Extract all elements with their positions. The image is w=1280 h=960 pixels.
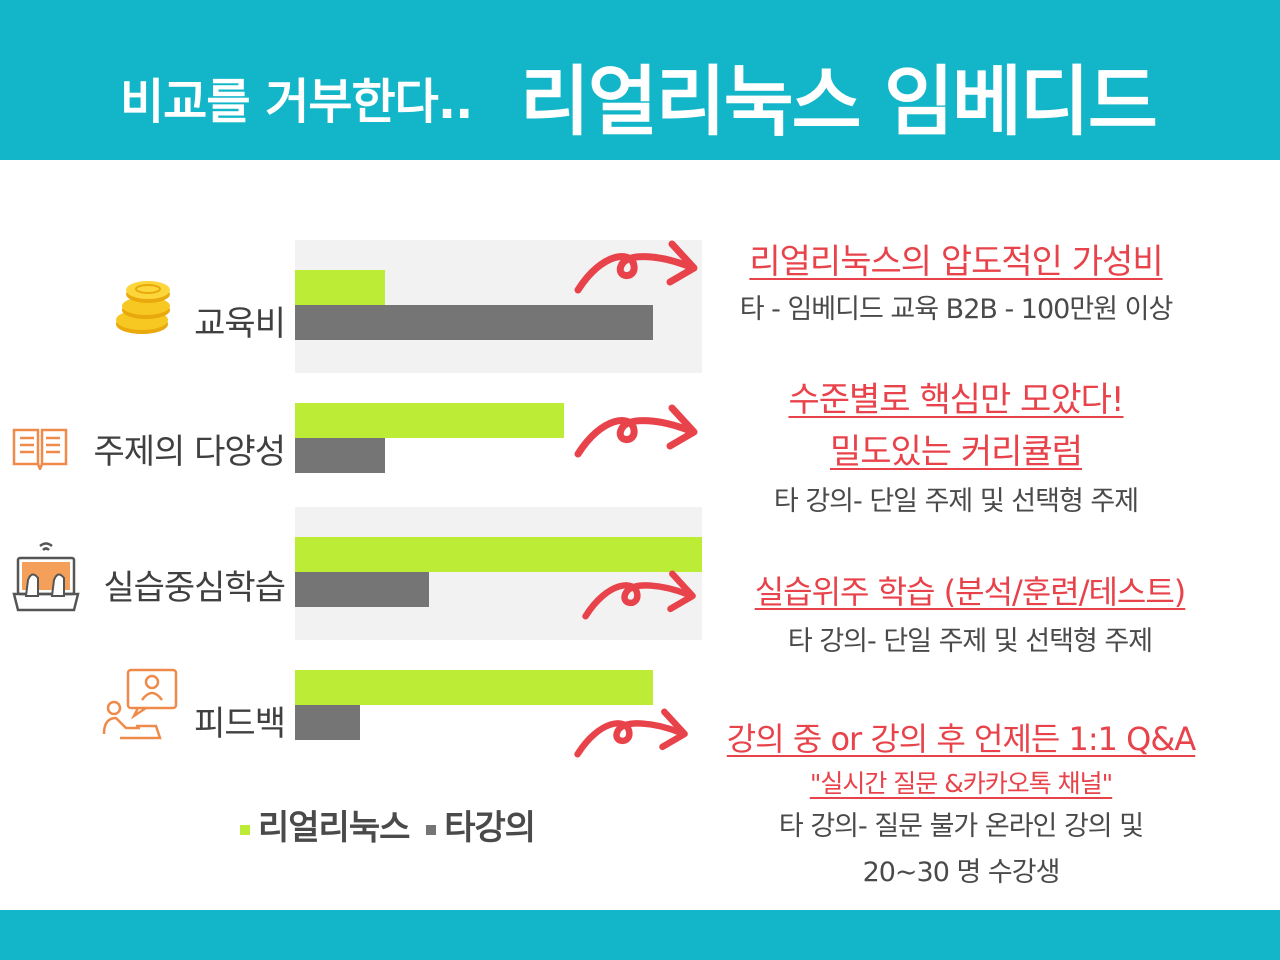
open-book-icon bbox=[12, 428, 68, 470]
callout-cost: 리얼리눅스의 압도적인 가성비 타 - 임베디드 교육 B2B - 100만원 … bbox=[706, 238, 1206, 334]
header-banner: 비교를 거부한다.. 리얼리눅스 임베디드 bbox=[0, 0, 1280, 160]
callout-headline: 실습위주 학습 (분석/훈련/테스트) bbox=[754, 573, 1187, 611]
bar-reallinux bbox=[295, 403, 564, 438]
category-label: 교육비 bbox=[194, 304, 286, 344]
coins-icon bbox=[116, 281, 170, 334]
category-label: 실습중심학습 bbox=[103, 568, 286, 608]
callout-feedback: 강의 중 or 강의 후 언제든 1:1 Q&A "실시간 질문 &카카오톡 채… bbox=[696, 714, 1226, 896]
callout-note: 20~30 명 수강생 bbox=[862, 857, 1061, 888]
callout-note: 타 강의- 단일 주제 및 선택형 주제 bbox=[787, 626, 1153, 657]
curly-arrow-icon bbox=[574, 404, 698, 458]
legend-label: 리얼리눅스 bbox=[258, 808, 410, 848]
callout-subheadline: "실시간 질문 &카카오톡 채널" bbox=[809, 769, 1113, 798]
callout-note: 타 강의- 단일 주제 및 선택형 주제 bbox=[773, 486, 1139, 517]
page-title: 리얼리눅스 임베디드 bbox=[520, 57, 1158, 146]
bar-other-course bbox=[295, 305, 653, 340]
title-prefix: 비교를 거부한다.. bbox=[120, 74, 473, 130]
callout-headline: 수준별로 핵심만 모았다! bbox=[788, 380, 1124, 420]
legend-swatch-green bbox=[240, 824, 250, 835]
callout-headline: 밀도있는 커리큘럼 bbox=[829, 432, 1083, 472]
callout-variety: 수준별로 핵심만 모았다! 밀도있는 커리큘럼 타 강의- 단일 주제 및 선택… bbox=[706, 374, 1206, 526]
callout-practice: 실습위주 학습 (분석/훈련/테스트) 타 강의- 단일 주제 및 선택형 주제 bbox=[706, 566, 1234, 666]
callout-note: 타 - 임베디드 교육 B2B - 100만원 이상 bbox=[739, 294, 1174, 325]
curly-arrow-icon bbox=[582, 570, 696, 620]
bar-reallinux bbox=[295, 270, 385, 305]
legend-item: 타강의 bbox=[426, 808, 536, 848]
curly-arrow-icon bbox=[574, 240, 698, 294]
curly-arrow-icon bbox=[574, 708, 688, 758]
callout-note: 타 강의- 질문 불가 온라인 강의 및 bbox=[778, 811, 1144, 842]
category-label: 주제의 다양성 bbox=[93, 432, 286, 472]
legend-item: 리얼리눅스 bbox=[240, 808, 410, 848]
laptop-typing-icon bbox=[12, 542, 80, 612]
callout-headline: 리얼리눅스의 압도적인 가성비 bbox=[749, 242, 1163, 282]
callout-headline: 강의 중 or 강의 후 언제든 1:1 Q&A bbox=[726, 720, 1196, 758]
legend-swatch-gray bbox=[426, 824, 437, 835]
footer-banner bbox=[0, 910, 1280, 960]
chart-legend: 리얼리눅스 타강의 bbox=[240, 800, 541, 849]
category-label: 피드백 bbox=[194, 704, 286, 744]
bar-reallinux bbox=[295, 670, 653, 705]
bar-other-course bbox=[295, 572, 429, 607]
bar-other-course bbox=[295, 705, 360, 740]
chat-person-icon bbox=[102, 668, 178, 740]
legend-label: 타강의 bbox=[444, 808, 536, 848]
bar-reallinux bbox=[295, 537, 702, 572]
bar-other-course bbox=[295, 438, 385, 473]
